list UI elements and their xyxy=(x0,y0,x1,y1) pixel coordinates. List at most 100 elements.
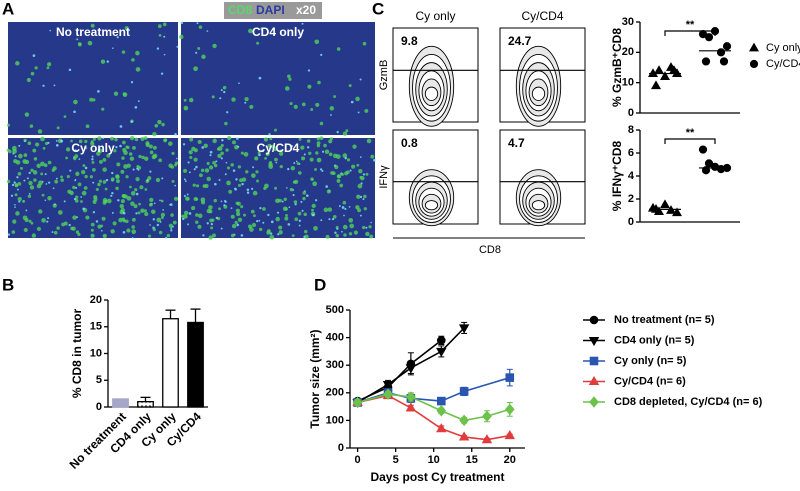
cell-dot xyxy=(149,170,152,173)
cell-dot xyxy=(237,217,243,222)
cell-dot xyxy=(160,212,166,217)
cell-dot xyxy=(188,212,192,215)
cell-dot xyxy=(350,100,354,104)
cell-dot xyxy=(13,181,16,184)
cell-dot xyxy=(255,170,259,174)
cell-dot xyxy=(305,194,309,198)
cell-dot xyxy=(323,143,327,148)
cell-dot xyxy=(89,97,94,102)
cell-dot xyxy=(253,214,256,218)
cell-dot xyxy=(131,225,135,229)
cell-dot xyxy=(84,146,88,150)
cell-dot xyxy=(131,237,134,239)
marker xyxy=(406,391,416,403)
cell-dot xyxy=(364,108,369,113)
cell-dot xyxy=(290,145,294,148)
cell-dot xyxy=(234,187,237,191)
cell-dot xyxy=(134,137,139,142)
bar xyxy=(162,318,179,408)
cell-dot xyxy=(30,71,35,76)
cell-dot xyxy=(73,110,76,114)
cell-dot xyxy=(312,213,315,217)
cell-dot xyxy=(55,139,58,142)
cell-dot xyxy=(114,137,118,142)
cell-dot xyxy=(317,80,321,85)
cell-dot xyxy=(41,218,46,223)
cell-dot xyxy=(33,178,37,182)
cell-dot xyxy=(332,153,338,159)
cell-dot xyxy=(298,163,301,165)
cell-dot xyxy=(320,53,323,56)
cell-dot xyxy=(14,206,16,208)
cell-dot xyxy=(133,204,138,209)
y-tick-label: 200 xyxy=(326,387,344,399)
cell-dot xyxy=(236,137,239,140)
cell-dot xyxy=(125,219,129,224)
flow-percentage: 9.8 xyxy=(401,34,418,48)
marker xyxy=(505,373,515,382)
cell-dot xyxy=(129,185,132,189)
cell-dot xyxy=(77,42,82,47)
cell-dot xyxy=(156,217,162,223)
y-tick-label: 30 xyxy=(622,16,634,28)
cell-dot xyxy=(23,153,28,157)
cell-dot xyxy=(137,211,141,215)
cell-dot xyxy=(91,158,94,161)
cell-dot xyxy=(151,209,156,215)
cell-dot xyxy=(161,122,165,127)
cell-dot xyxy=(20,166,23,170)
cell-dot xyxy=(334,231,337,235)
cell-dot xyxy=(336,174,341,179)
cell-dot xyxy=(236,223,239,227)
legend-label: Cy/CD4 (n= 6) xyxy=(614,375,686,387)
flow-column-title: Cy only xyxy=(415,9,455,23)
image-label: No treatment xyxy=(56,25,130,39)
cell-dot xyxy=(206,176,211,182)
cell-dot xyxy=(55,177,58,180)
cell-dot xyxy=(89,175,93,179)
cell-dot xyxy=(218,207,221,211)
cell-dot xyxy=(149,150,154,155)
cell-dot xyxy=(45,183,48,185)
cell-dot xyxy=(116,162,121,167)
cell-dot xyxy=(112,221,117,226)
cell-dot xyxy=(197,213,203,219)
cell-dot xyxy=(145,142,150,147)
cell-dot xyxy=(341,230,343,233)
cell-dot xyxy=(34,66,38,70)
cell-dot xyxy=(373,158,376,162)
cell-dot xyxy=(355,205,360,210)
cell-dot xyxy=(206,208,211,214)
y-tick-label: 20 xyxy=(622,46,634,58)
cell-dot xyxy=(217,153,222,158)
cell-dot xyxy=(140,137,145,141)
cell-dot xyxy=(14,155,17,158)
cell-dot xyxy=(130,201,135,206)
cell-dot xyxy=(104,187,108,191)
cell-dot xyxy=(48,181,51,184)
y-tick-label: 10 xyxy=(90,347,102,359)
cell-dot xyxy=(162,209,165,211)
cell-dot xyxy=(197,139,202,145)
cell-dot xyxy=(334,165,339,170)
cell-dot xyxy=(35,142,40,147)
cell-dot xyxy=(269,232,273,235)
cell-dot xyxy=(173,196,179,201)
cell-dot xyxy=(28,180,33,186)
cell-dot xyxy=(307,84,312,89)
cell-dot xyxy=(84,139,88,144)
cell-dot xyxy=(81,190,87,196)
cell-dot xyxy=(343,233,347,237)
cell-dot xyxy=(249,104,254,109)
cell-dot xyxy=(28,171,31,175)
cell-dot xyxy=(26,177,29,180)
cell-dot xyxy=(298,219,302,222)
cell-dot xyxy=(310,177,314,181)
cell-dot xyxy=(147,176,152,181)
cell-dot xyxy=(40,136,45,142)
cell-dot xyxy=(292,193,295,197)
cell-dot xyxy=(92,200,97,204)
cell-dot xyxy=(370,221,372,224)
cell-dot xyxy=(117,199,120,202)
cell-dot xyxy=(32,54,36,57)
